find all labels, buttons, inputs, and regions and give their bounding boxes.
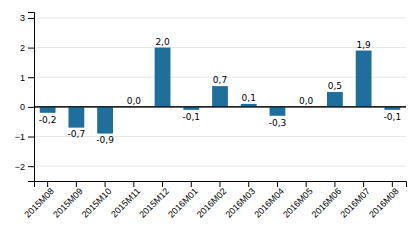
y-tick: −2 [15,162,34,172]
bar [327,92,343,107]
x-tick: 2016M06 [310,181,344,220]
bar [212,86,228,107]
x-tick-label: 2015M12 [137,186,171,220]
x-tick-label: 2016M07 [338,186,372,220]
y-tick-label: −2 [15,162,25,172]
x-tick: 2016M01 [166,181,200,220]
y-tick-label: 3 [20,13,25,23]
y-tick-mark [28,137,34,138]
data-label: -0,1 [182,112,200,122]
data-label: -0,9 [96,135,114,145]
bar [356,51,372,107]
chart: -0,2 -0,7 -0,9 0,0 2,0 -0,1 0,7 0,1 -0,3 0,0 0,5 1,… [0,0,416,227]
x-tick: 2016M04 [252,181,286,220]
x-tick: 2016M03 [224,181,258,220]
data-label: 1,9 [356,40,371,50]
grid-line [34,17,406,18]
y-axis-line [28,13,35,182]
x-tick-label: 2016M01 [166,186,200,220]
y-tick-mark [28,18,34,19]
x-tick-label: 2016M04 [252,186,286,220]
y-tick-mark [28,48,34,49]
grid [34,18,406,166]
data-label: 0,7 [213,75,227,85]
y-tick-label: 0 [20,102,25,112]
data-label: -0,2 [39,115,57,125]
y-tick-label: 1 [20,73,25,83]
y-tick-mark [28,166,34,167]
data-label: 0,5 [328,81,342,91]
x-tick: 2016M07 [338,181,372,220]
y-tick-mark [28,77,34,78]
bar [68,107,84,128]
data-label: -0,3 [269,118,287,128]
grid-line [34,166,406,167]
x-axis: 2015M082015M092015M102015M112015M122016M… [22,181,406,220]
data-labels: -0,2 -0,7 -0,9 0,0 2,0 -0,1 0,7 0,1 -0,3 0,0 0,5 1,… [39,37,401,146]
zero-line [34,106,406,107]
bar [40,107,56,113]
data-label: -0,1 [384,112,402,122]
x-tick: 2015M09 [51,181,85,220]
y-tick: 2 [20,43,34,53]
x-tick: 2015M10 [80,181,114,220]
bar [155,48,171,107]
y-tick: −1 [15,132,34,142]
y-tick-label: −1 [15,132,25,142]
x-tick-label: 2016M05 [281,186,315,220]
x-tick: 2015M12 [137,181,171,220]
x-tick-label: 2016M03 [224,186,258,220]
bar [270,107,286,116]
x-tick-label: 2015M08 [22,186,56,220]
x-tick-label: 2015M10 [80,186,114,220]
y-tick-label: 2 [20,43,25,53]
data-label: 0,0 [299,96,314,106]
data-label: 2,0 [155,37,170,47]
y-tick: 3 [20,13,34,23]
y-axis: −2 −1 0 1 2 3 [15,13,35,182]
data-label: 0,1 [242,93,256,103]
bar [97,107,113,134]
grid-line [34,47,406,48]
x-tick: 2016M05 [281,181,315,220]
grid-line [34,136,406,137]
x-tick-label: 2015M09 [51,186,85,220]
x-tick-label: 2016M06 [310,186,344,220]
zero-line [34,106,406,107]
plot: -0,2 -0,7 -0,9 0,0 2,0 -0,1 0,7 0,1 -0,3 0,0 0,5 1,… [15,13,407,220]
y-tick: 1 [20,73,34,83]
x-tick: 2015M08 [22,181,56,220]
bars [40,48,401,134]
x-tick-label: 2015M11 [109,186,142,219]
y-tick: 0 [20,102,34,112]
data-label: -0,7 [68,129,86,139]
y-tick-mark [28,107,34,108]
x-tick-label: 2016M08 [367,186,401,220]
x-tick: 2016M02 [195,181,229,220]
x-tick-label: 2016M02 [195,186,229,220]
data-label: 0,0 [127,96,142,106]
x-tick: 2016M08 [367,181,401,220]
